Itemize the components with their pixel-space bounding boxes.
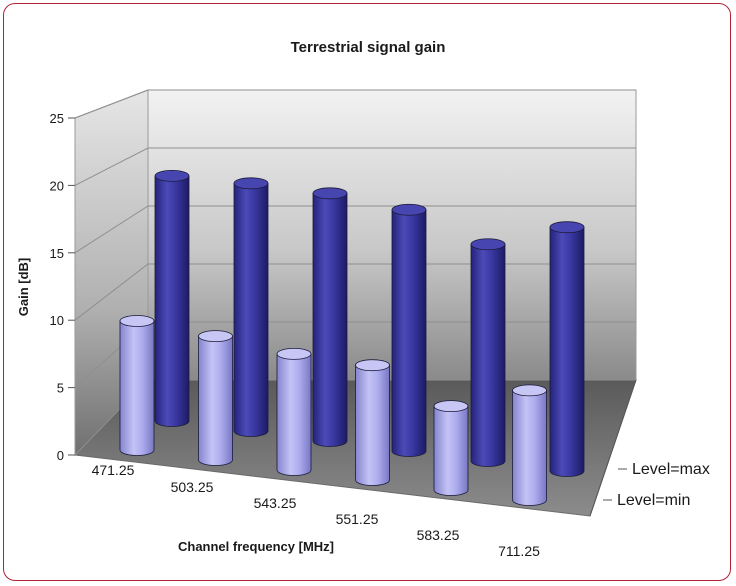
bar-level-max [233,177,269,437]
chart-title: Terrestrial signal gain [291,39,446,56]
bar-level-min [433,400,469,496]
bar-level-max-body [549,226,585,477]
bar-level-max [154,169,190,427]
gridline [74,205,636,254]
bar-level-min-top [512,384,547,397]
bar-level-min-top [198,330,233,343]
x-tick-label: 551.25 [336,511,379,527]
y-tick-label: 25 [50,111,64,126]
bar-level-min-top [355,359,390,372]
bar-level-min-body [198,335,233,466]
y-tick-label: 15 [50,246,64,261]
x-tick-label: 471.25 [92,462,135,478]
x-tick-label: 583.25 [417,527,460,543]
bar-level-min-body [119,320,155,456]
bar-level-min [276,347,312,476]
depth-axis-line [589,379,637,517]
bar-level-max [549,221,585,477]
y-tick-label: 20 [50,178,64,193]
bar-level-max [312,187,348,447]
bar-level-max-top [154,169,190,182]
x-tick-label: 711.25 [498,543,540,559]
legend-level-max: Level=max [632,461,710,478]
bar-level-min [119,315,155,456]
bar-level-max-body [312,192,348,447]
bar-level-min [355,359,390,486]
legend-level-min: Level=min [617,492,690,509]
bar-level-min-body [433,405,469,496]
bar-level-min-top [433,400,469,413]
bar-level-min-top [119,315,155,327]
bar-level-min-body [355,364,390,486]
bar-level-max-top [470,238,506,251]
gridline [74,89,636,119]
bar-level-min-body [512,389,547,506]
x-tick-label: 543.25 [254,495,297,511]
bar-level-min-body [276,353,312,476]
y-tick-label: 10 [50,313,64,328]
bar-level-max-body [391,209,427,457]
bar-level-max-body [233,182,269,437]
bar-level-max [391,203,427,457]
y-tick-label: 0 [57,448,64,463]
y-axis-label: Gain [dB] [16,258,31,317]
bar-level-max-top [233,177,269,190]
bar-level-max-body [154,175,190,427]
bar-level-min-top [276,347,312,360]
bar-level-min [198,330,233,466]
bar-level-max-top [549,221,585,234]
bar-level-max [470,238,506,467]
gridline [74,147,636,186]
x-axis-label: Channel frequency [MHz] [178,539,334,554]
y-tick-label: 5 [57,381,64,396]
bar-level-min [512,384,547,506]
bar-level-max-body [470,243,506,467]
bar-level-max-top [312,187,348,200]
x-tick-label: 503.25 [171,479,214,495]
bar-level-max-top [391,203,427,216]
